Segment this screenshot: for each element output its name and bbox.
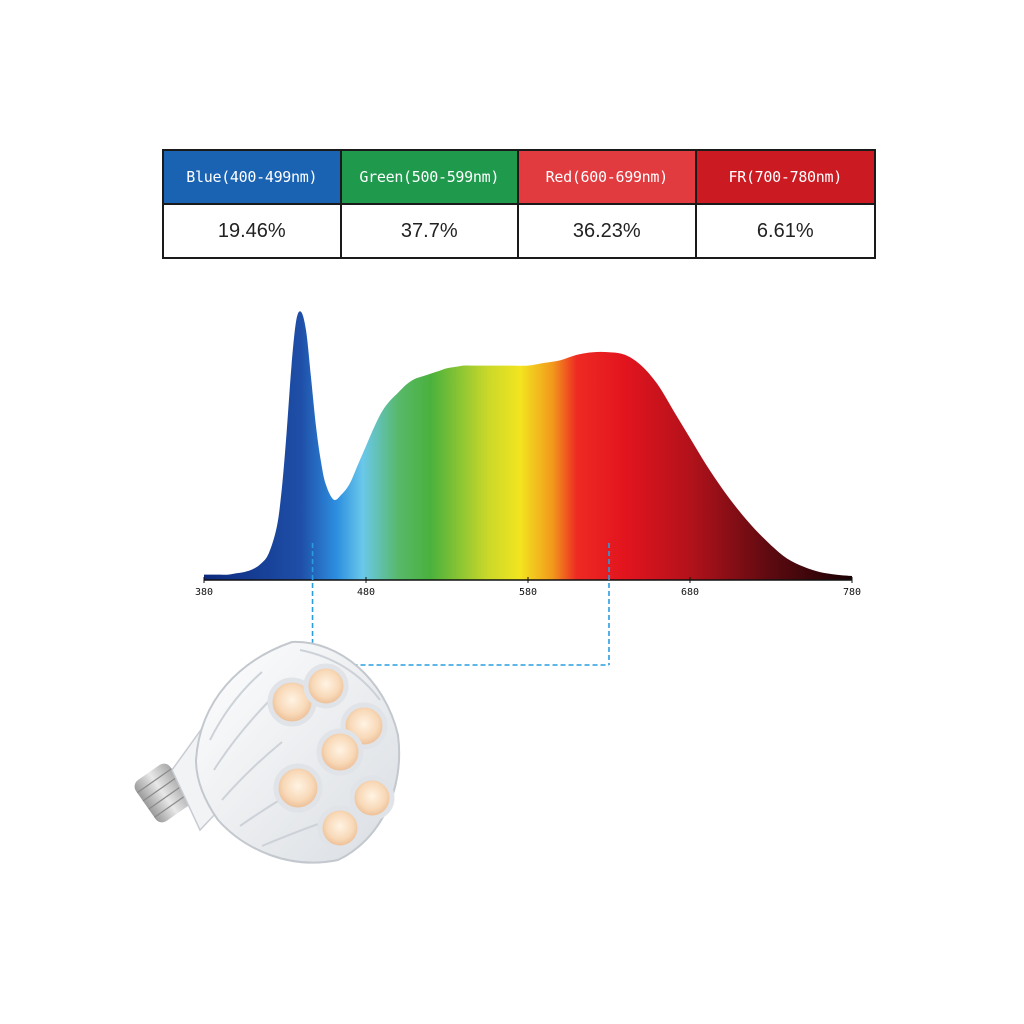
- header-green: Green(500-599nm): [341, 151, 519, 205]
- led-chips: [267, 663, 395, 851]
- x-tick-label: 780: [843, 587, 861, 598]
- x-tick-label: 380: [195, 587, 213, 598]
- value-far-red: 6.61%: [756, 219, 814, 242]
- value-red: 36.23%: [519, 205, 697, 257]
- x-tick-label: 580: [519, 587, 537, 598]
- x-axis-ticks: 380 480 580 680 780: [195, 577, 861, 598]
- spectrum-percentage-table: Blue(400-499nm) Green(500-599nm) Red(600…: [162, 149, 876, 259]
- header-far-red: FR(700-780nm): [696, 151, 874, 205]
- header-red: Red(600-699nm): [519, 151, 697, 205]
- x-tick-label: 680: [681, 587, 699, 598]
- value-blue: 19.46%: [164, 205, 342, 257]
- led-bulb-image: [134, 640, 401, 864]
- value-green: 37.7%: [342, 205, 519, 257]
- header-blue: Blue(400-499nm): [164, 151, 342, 205]
- wavelength-markers: [311, 543, 610, 666]
- spectrum-area: [204, 311, 852, 580]
- x-tick-label: 480: [357, 587, 375, 598]
